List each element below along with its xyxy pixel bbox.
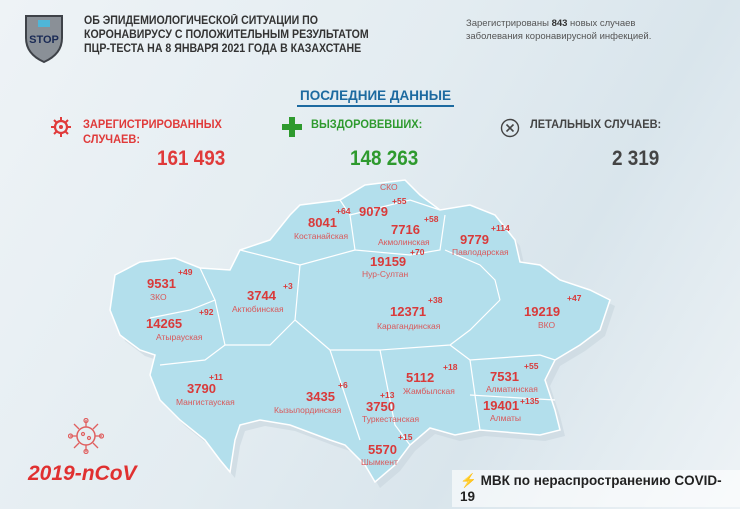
label-line: ЗАРЕГИСТРИРОВАННЫХ [83, 117, 222, 131]
region-name: Павлодарская [452, 247, 509, 257]
plus-icon [282, 117, 302, 137]
region-total: 9531 [147, 276, 176, 291]
region-new: +135 [520, 396, 540, 406]
region-new: +64 [336, 206, 351, 216]
registered-label: ЗАРЕГИСТРИРОВАННЫХ СЛУЧАЕВ: [83, 117, 222, 147]
recovered-value: 148 263 [350, 147, 419, 170]
region-name: Нур-Султан [362, 269, 409, 279]
region-total: 7716 [391, 222, 420, 237]
region-name: Алматинская [486, 384, 538, 394]
region-total: 7531 [490, 369, 519, 384]
recovered-label: ВЫЗДОРОВЕВШИХ: [311, 117, 423, 131]
region-total: 3790 [187, 381, 216, 396]
page-title: ОБ ЭПИДЕМИОЛОГИЧЕСКОЙ СИТУАЦИИ ПО КОРОНА… [84, 14, 369, 56]
title-line: ПЦР-ТЕСТА НА 8 ЯНВАРЯ 2021 ГОДА В КАЗАХС… [84, 43, 362, 55]
map-outline [109, 179, 611, 484]
region-total: 8041 [308, 215, 337, 230]
region-new: +15 [398, 432, 413, 442]
region-name: СКО [380, 182, 398, 192]
new-cases-note: Зарегистрированы 843 новых случаев забол… [466, 17, 651, 43]
mvk-text: МВК по нераспространению COVID-19 [460, 473, 722, 504]
region-new: +11 [209, 372, 223, 382]
new-cases-count: 843 [551, 18, 568, 29]
region-total: 3744 [247, 288, 276, 303]
region-name: Акмолинская [378, 237, 430, 247]
region-total: 5112 [406, 370, 435, 385]
region-name: Мангистауская [176, 397, 235, 407]
region-name: Атырауская [156, 332, 203, 342]
region-total: 9079 [359, 204, 388, 219]
region-name: ЗКО [150, 292, 167, 302]
section-title: ПОСЛЕДНИЕ ДАННЫЕ [297, 88, 455, 107]
region-new: +13 [380, 390, 395, 400]
region-name: Карагандинская [377, 321, 441, 331]
note-text: новых случаев [567, 18, 636, 29]
region-new: +38 [428, 295, 443, 305]
region-total: 19219 [524, 304, 561, 319]
note-text: Зарегистрированы [466, 18, 552, 29]
stop-logo: STOP [25, 15, 63, 64]
title-line: КОРОНАВИРУСУ С ПОЛОЖИТЕЛЬНЫМ РЕЗУЛЬТАТОМ [84, 29, 369, 41]
region-name: Туркестанская [362, 414, 420, 424]
region-new: +55 [524, 361, 539, 371]
region-name: Кызылординская [274, 405, 342, 415]
note-text: заболевания коронавирусной инфекцией. [466, 31, 652, 42]
region-new: +18 [443, 362, 458, 372]
region-total: 5570 [368, 442, 397, 457]
lightning-icon: ⚡ [460, 473, 477, 488]
region-total: 19159 [370, 254, 407, 269]
label-line: СЛУЧАЕВ: [83, 132, 141, 146]
registered-value: 161 493 [157, 147, 226, 170]
region-name: Актюбинская [232, 304, 284, 314]
x-circle-icon [500, 118, 520, 138]
virus-icon [51, 117, 71, 137]
svg-text:STOP: STOP [29, 34, 59, 46]
mvk-banner: ⚡ МВК по нераспространению COVID-19 [452, 470, 740, 507]
region-new: +114 [491, 223, 510, 233]
region-borders [149, 199, 556, 446]
region-total: 3435 [306, 389, 335, 404]
deaths-label: ЛЕТАЛЬНЫХ СЛУЧАЕВ: [530, 117, 662, 131]
region-total: 14265 [146, 316, 183, 331]
region-new: +3 [283, 281, 293, 291]
region-new: +49 [178, 267, 193, 277]
region-name: Алматы [490, 413, 522, 423]
region-total: 9779 [460, 232, 489, 247]
coronavirus-icon [68, 418, 104, 454]
ncov-label: 2019-nCoV [28, 462, 137, 485]
region-name: Шымкент [361, 457, 398, 467]
region-total: 19401 [483, 398, 520, 413]
region-name: ВКО [538, 320, 556, 330]
region-new: +47 [567, 293, 582, 303]
title-line: ОБ ЭПИДЕМИОЛОГИЧЕСКОЙ СИТУАЦИИ ПО [84, 15, 318, 27]
region-new: +92 [199, 307, 214, 317]
region-new: +6 [338, 380, 348, 390]
region-name: Костанайская [294, 231, 349, 241]
region-new: +70 [410, 247, 425, 257]
region-name: Жамбылская [403, 386, 455, 396]
region-new: +55 [392, 196, 407, 206]
deaths-value: 2 319 [612, 147, 660, 170]
region-new: +58 [424, 214, 439, 224]
region-total: 12371 [390, 304, 427, 319]
region-total: 3750 [366, 399, 395, 414]
